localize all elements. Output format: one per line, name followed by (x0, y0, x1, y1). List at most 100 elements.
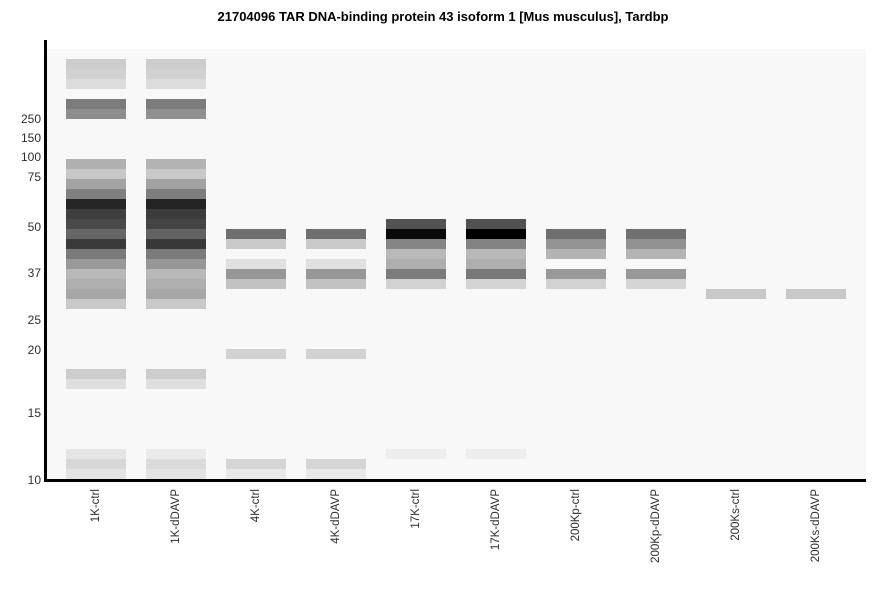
band (226, 239, 286, 249)
y-tick-label-20: 20 (27, 343, 41, 357)
band (66, 369, 126, 379)
band (626, 229, 686, 239)
band (226, 459, 286, 469)
gel-lane-4K-dDAVP (306, 49, 366, 479)
gel-lane-1K-ctrl (66, 49, 126, 479)
band (386, 269, 446, 279)
band (146, 469, 206, 479)
band (146, 259, 206, 269)
band (66, 229, 126, 239)
band (546, 239, 606, 249)
gel-lane-17K-ctrl (386, 49, 446, 479)
band (146, 79, 206, 89)
gel-lane-200Ks-ctrl (706, 49, 766, 479)
band (786, 289, 846, 299)
band (66, 99, 126, 109)
band (66, 69, 126, 79)
band (146, 249, 206, 259)
band (66, 219, 126, 229)
band (306, 469, 366, 479)
band (466, 269, 526, 279)
band (146, 459, 206, 469)
band (66, 269, 126, 279)
band (66, 199, 126, 209)
chart-title: 21704096 TAR DNA-binding protein 43 isof… (217, 9, 669, 24)
band (146, 169, 206, 179)
x-tick-label-text: 200Ks-ctrl (730, 489, 742, 541)
band (146, 279, 206, 289)
band (146, 179, 206, 189)
band (146, 109, 206, 119)
band (66, 59, 126, 69)
band (386, 249, 446, 259)
band (466, 249, 526, 259)
band (466, 279, 526, 289)
gel-lane-200Kp-ctrl (546, 49, 606, 479)
band (306, 269, 366, 279)
band (66, 189, 126, 199)
x-tick-label-text: 1K-ctrl (90, 489, 102, 523)
band (386, 219, 446, 229)
band (66, 469, 126, 479)
band (546, 269, 606, 279)
y-tick-label-100: 100 (20, 150, 41, 164)
band (306, 259, 366, 269)
band (66, 109, 126, 119)
band (306, 239, 366, 249)
gel-lane-17K-dDAVP (466, 49, 526, 479)
band (146, 69, 206, 79)
band (466, 229, 526, 239)
band (626, 249, 686, 259)
x-tick-label-text: 200Ks-dDAVP (810, 489, 822, 563)
band (226, 259, 286, 269)
y-tick-label-50: 50 (27, 220, 41, 234)
band (66, 79, 126, 89)
band (146, 199, 206, 209)
x-tick-label-text: 17K-ctrl (410, 489, 422, 529)
band (226, 269, 286, 279)
band (626, 279, 686, 289)
y-tick-label-250: 250 (20, 112, 41, 126)
band (66, 449, 126, 459)
band (546, 249, 606, 259)
y-axis-spine (44, 40, 47, 482)
band (306, 459, 366, 469)
band (66, 249, 126, 259)
band (546, 229, 606, 239)
band (386, 279, 446, 289)
gel-lane-200Ks-dDAVP (786, 49, 846, 479)
y-tick-label-75: 75 (27, 170, 41, 184)
band (626, 239, 686, 249)
gel-lane-1K-dDAVP (146, 49, 206, 479)
band (146, 269, 206, 279)
band (466, 259, 526, 269)
band (66, 179, 126, 189)
band (466, 449, 526, 459)
y-tick-label-15: 15 (27, 406, 41, 420)
band (306, 229, 366, 239)
band (306, 349, 366, 359)
gel-lane-4K-ctrl (226, 49, 286, 479)
band (306, 279, 366, 289)
band (146, 209, 206, 219)
band (66, 239, 126, 249)
band (146, 289, 206, 299)
band (66, 289, 126, 299)
band (146, 229, 206, 239)
band (66, 279, 126, 289)
band (706, 289, 766, 299)
band (146, 239, 206, 249)
y-tick-label-150: 150 (20, 131, 41, 145)
y-tick-label-25: 25 (27, 313, 41, 327)
gel-lane-200Kp-dDAVP (626, 49, 686, 479)
band (66, 259, 126, 269)
band (146, 449, 206, 459)
band (226, 349, 286, 359)
x-tick-label-text: 200Kp-ctrl (570, 489, 582, 542)
band (466, 219, 526, 229)
band (386, 449, 446, 459)
band (66, 379, 126, 389)
x-tick-label-text: 4K-ctrl (250, 489, 262, 523)
band (386, 229, 446, 239)
